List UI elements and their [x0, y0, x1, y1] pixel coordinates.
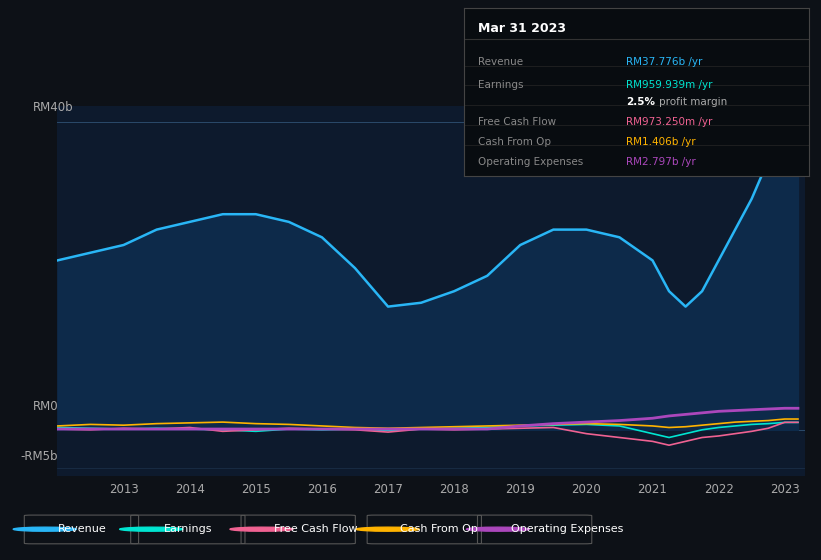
- Circle shape: [230, 527, 293, 531]
- Text: -RM5b: -RM5b: [21, 450, 58, 463]
- Text: 2.5%: 2.5%: [626, 96, 655, 106]
- Text: Cash From Op: Cash From Op: [478, 137, 551, 147]
- Text: Revenue: Revenue: [57, 524, 106, 534]
- Text: Cash From Op: Cash From Op: [401, 524, 478, 534]
- Text: RM2.797b /yr: RM2.797b /yr: [626, 157, 695, 167]
- Circle shape: [120, 527, 183, 531]
- Text: RM959.939m /yr: RM959.939m /yr: [626, 80, 713, 90]
- Text: RM0: RM0: [33, 399, 58, 413]
- Text: RM1.406b /yr: RM1.406b /yr: [626, 137, 695, 147]
- Text: Earnings: Earnings: [164, 524, 213, 534]
- Text: RM37.776b /yr: RM37.776b /yr: [626, 57, 702, 67]
- Circle shape: [13, 527, 76, 531]
- Text: Free Cash Flow: Free Cash Flow: [274, 524, 358, 534]
- Text: Revenue: Revenue: [478, 57, 523, 67]
- Text: Operating Expenses: Operating Expenses: [478, 157, 583, 167]
- Text: Operating Expenses: Operating Expenses: [511, 524, 623, 534]
- Text: RM973.250m /yr: RM973.250m /yr: [626, 117, 713, 127]
- Text: Mar 31 2023: Mar 31 2023: [478, 22, 566, 35]
- Circle shape: [356, 527, 420, 531]
- Circle shape: [466, 527, 530, 531]
- Text: Earnings: Earnings: [478, 80, 523, 90]
- Text: RM40b: RM40b: [33, 101, 73, 114]
- Text: profit margin: profit margin: [658, 96, 727, 106]
- Text: Free Cash Flow: Free Cash Flow: [478, 117, 556, 127]
